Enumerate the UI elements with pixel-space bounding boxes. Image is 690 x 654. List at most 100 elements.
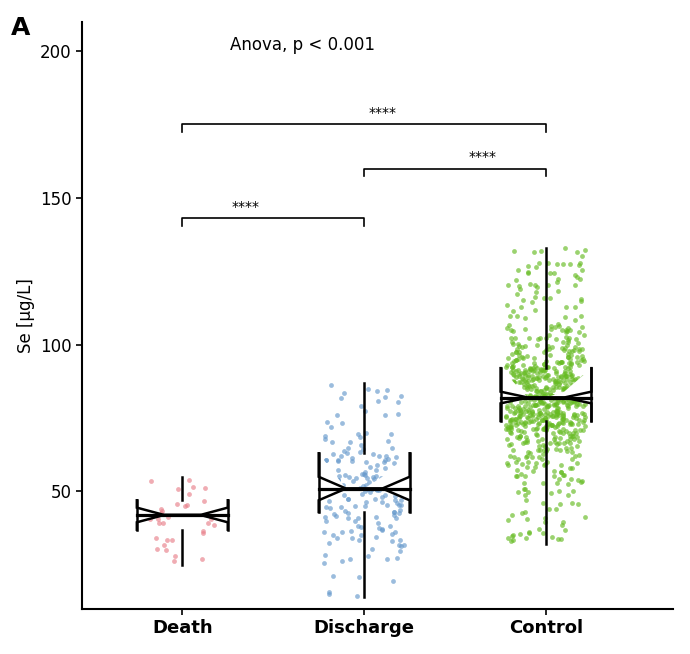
Point [542, 362, 553, 372]
Point [538, 388, 549, 399]
Point [504, 406, 515, 417]
Point [513, 281, 524, 292]
Point [509, 381, 520, 392]
Point [568, 411, 579, 422]
Point [161, 545, 172, 555]
Point [564, 392, 575, 402]
Point [564, 259, 575, 269]
Point [554, 407, 565, 418]
Point [502, 422, 513, 432]
Point [380, 455, 391, 465]
Point [549, 267, 560, 278]
Point [179, 501, 190, 511]
Point [351, 591, 362, 601]
Point [355, 447, 366, 457]
Point [508, 535, 519, 545]
Point [563, 393, 574, 404]
Point [513, 347, 524, 357]
Point [550, 398, 561, 409]
Point [198, 496, 209, 507]
Point [509, 393, 520, 404]
Point [547, 532, 558, 542]
Point [529, 361, 540, 371]
Point [518, 404, 529, 415]
Point [543, 280, 554, 290]
Point [354, 572, 365, 582]
Point [562, 335, 573, 345]
Point [564, 345, 575, 356]
Point [511, 366, 522, 377]
Point [565, 358, 576, 368]
Point [515, 397, 526, 407]
Point [580, 399, 591, 409]
Point [518, 382, 529, 392]
Point [541, 332, 552, 343]
Point [515, 406, 526, 417]
Point [184, 489, 195, 499]
Point [560, 525, 571, 536]
Point [357, 481, 368, 491]
Point [578, 415, 589, 426]
Point [555, 445, 566, 455]
Point [513, 433, 524, 443]
Point [507, 388, 518, 399]
Point [529, 247, 540, 258]
Point [339, 470, 351, 481]
Point [505, 415, 516, 426]
Point [333, 455, 344, 465]
Point [510, 275, 521, 285]
Point [553, 396, 564, 407]
Point [512, 265, 523, 275]
Point [574, 258, 585, 268]
Point [551, 378, 562, 388]
Point [538, 445, 549, 455]
Point [522, 514, 533, 525]
Point [155, 504, 166, 515]
Point [566, 462, 577, 473]
Point [513, 405, 524, 416]
Point [377, 492, 388, 502]
Point [560, 392, 571, 403]
Point [544, 268, 555, 279]
Point [569, 397, 580, 407]
Point [560, 243, 571, 254]
Point [579, 330, 590, 340]
Point [521, 384, 532, 394]
Point [558, 410, 569, 421]
Point [554, 432, 565, 443]
Point [520, 313, 531, 323]
Point [335, 451, 346, 462]
Point [524, 417, 535, 427]
Point [531, 282, 542, 292]
Point [565, 349, 576, 360]
Point [570, 342, 581, 353]
Point [506, 414, 518, 424]
Point [549, 398, 560, 409]
Point [529, 280, 540, 290]
Point [567, 454, 578, 464]
Point [579, 356, 590, 366]
Point [563, 490, 574, 500]
Point [502, 300, 513, 311]
Point [576, 265, 587, 275]
Point [353, 521, 364, 531]
Point [319, 557, 330, 568]
Point [539, 415, 550, 425]
Point [577, 354, 588, 364]
Point [547, 407, 558, 417]
Point [548, 465, 559, 475]
Point [526, 452, 538, 462]
Point [566, 371, 577, 381]
Polygon shape [500, 368, 591, 421]
Point [507, 390, 518, 400]
Point [569, 388, 580, 398]
Point [560, 311, 571, 322]
Point [546, 411, 558, 422]
Point [510, 346, 521, 356]
Point [580, 411, 591, 422]
Point [206, 513, 217, 524]
Point [562, 381, 573, 392]
Point [371, 385, 382, 396]
Point [399, 540, 410, 551]
Point [512, 465, 523, 475]
